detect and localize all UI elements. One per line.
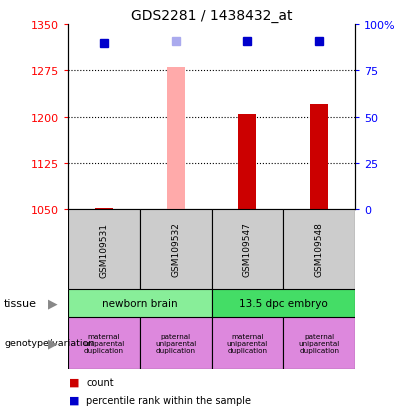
Bar [212, 317, 283, 369]
Bar [212, 209, 283, 289]
Text: paternal
uniparental
duplication: paternal uniparental duplication [155, 333, 196, 353]
Text: newborn brain: newborn brain [102, 298, 178, 308]
Text: GSM109547: GSM109547 [243, 222, 252, 277]
Bar [212, 289, 355, 317]
Text: count: count [86, 377, 114, 387]
Text: ▶: ▶ [48, 297, 58, 310]
Text: percentile rank within the sample: percentile rank within the sample [86, 395, 251, 405]
Text: GSM109548: GSM109548 [315, 222, 324, 277]
Bar [283, 209, 355, 289]
Text: ▶: ▶ [48, 337, 58, 350]
Bar [310, 105, 328, 209]
Bar [140, 209, 212, 289]
Text: 13.5 dpc embryo: 13.5 dpc embryo [239, 298, 328, 308]
Title: GDS2281 / 1438432_at: GDS2281 / 1438432_at [131, 9, 292, 23]
Text: genotype/variation: genotype/variation [4, 339, 94, 348]
Bar [68, 209, 140, 289]
Text: tissue: tissue [4, 298, 37, 308]
Text: maternal
uniparental
duplication: maternal uniparental duplication [227, 333, 268, 353]
Bar [68, 317, 140, 369]
Bar [140, 317, 212, 369]
Text: ■: ■ [69, 395, 80, 405]
Bar [167, 68, 185, 209]
Bar [239, 115, 256, 209]
Text: GSM109532: GSM109532 [171, 222, 180, 277]
Bar [68, 289, 212, 317]
Text: GSM109531: GSM109531 [100, 222, 108, 277]
Text: paternal
uniparental
duplication: paternal uniparental duplication [299, 333, 340, 353]
Bar [283, 317, 355, 369]
Text: maternal
uniparental
duplication: maternal uniparental duplication [83, 333, 124, 353]
Text: ■: ■ [69, 377, 80, 387]
